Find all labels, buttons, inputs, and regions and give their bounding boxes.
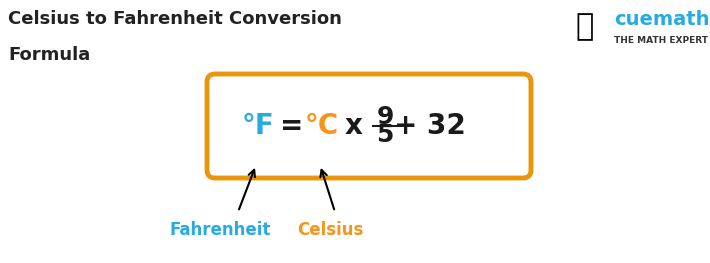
Text: °F: °F [241,112,274,140]
Text: THE MATH EXPERT: THE MATH EXPERT [614,36,708,45]
Text: =: = [280,112,304,140]
Text: x: x [345,112,363,140]
Text: Formula: Formula [8,46,90,64]
Text: cuemath: cuemath [614,10,709,29]
Text: 5: 5 [376,123,393,147]
Text: Celsius: Celsius [297,221,364,239]
Text: 🚀: 🚀 [575,12,594,41]
Text: 9: 9 [376,105,393,129]
FancyBboxPatch shape [207,74,531,178]
Text: Celsius to Fahrenheit Conversion: Celsius to Fahrenheit Conversion [8,10,342,28]
Text: + 32: + 32 [394,112,466,140]
Text: °C: °C [305,112,339,140]
Text: Fahrenheit: Fahrenheit [169,221,271,239]
